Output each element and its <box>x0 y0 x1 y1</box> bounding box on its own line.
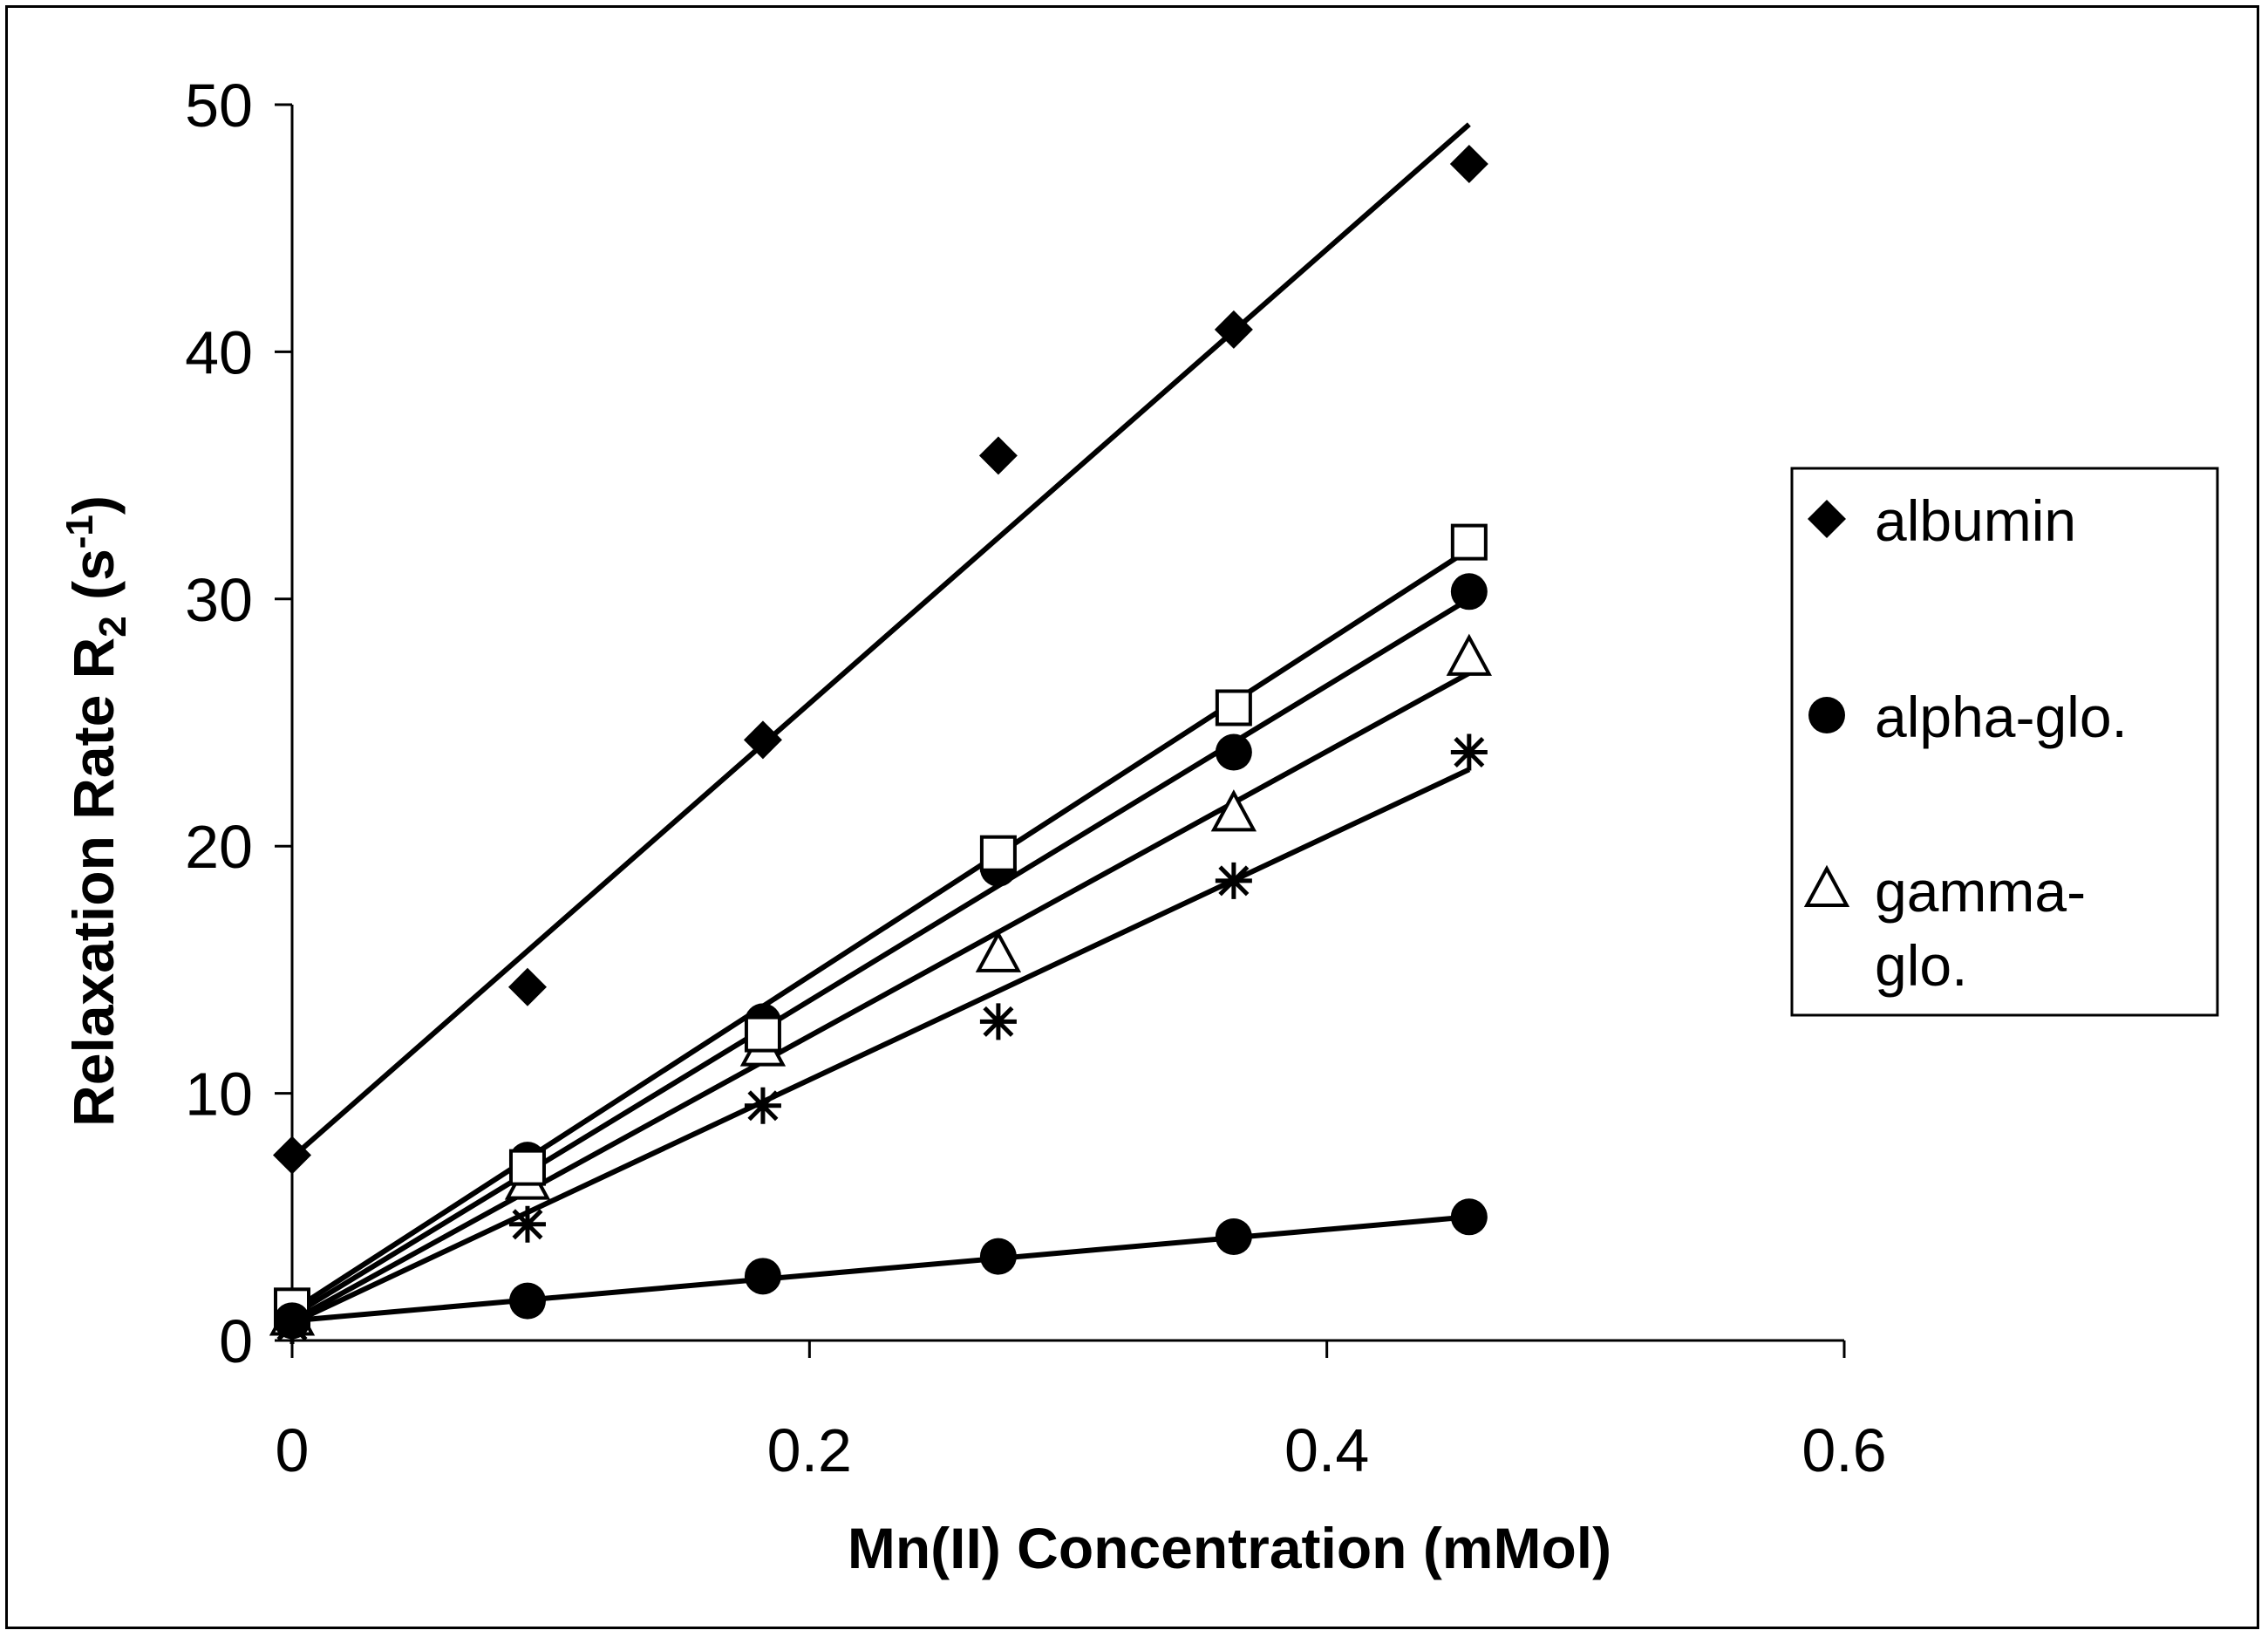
legend-label: alpha-glo. <box>1875 685 2128 749</box>
data-point-series-5 <box>1450 733 1488 771</box>
legend-marker <box>1808 500 1846 538</box>
x-axis-title: Mn(II) Concentration (mMol) <box>848 1516 1611 1580</box>
data-point-albumin <box>1449 145 1488 184</box>
data-point-albumin <box>978 436 1018 475</box>
data-point-albumin <box>743 720 782 760</box>
legend-marker <box>1803 864 1850 907</box>
y-axis-title-close: ) <box>61 495 126 515</box>
y-axis-title-subscript: 2 <box>92 616 134 637</box>
data-point-alpha-glo <box>1215 733 1252 771</box>
data-point-series-5 <box>979 1003 1017 1040</box>
data-point-alpha-glo <box>1450 573 1488 610</box>
data-point-series-5 <box>508 1205 546 1243</box>
legend-label: glo. <box>1875 933 1967 998</box>
axes: 0 10 20 30 40 50 0 0.2 0.4 0.6 <box>185 72 1887 1484</box>
legend-label: albumin <box>1875 488 2076 553</box>
data-point-series-4 <box>1450 523 1488 561</box>
data-point-gamma-glo <box>975 930 1022 972</box>
data-point-series-6 <box>1215 1218 1252 1255</box>
data-point-series-6 <box>744 1258 781 1295</box>
legend: albumin alpha-glo. gamma-glo. <box>1790 467 2219 1017</box>
y-axis-title-open: (s <box>61 549 126 616</box>
y-tick-label: 20 <box>185 813 253 881</box>
y-tick-label: 0 <box>219 1307 253 1375</box>
trendline-series-4 <box>290 547 1471 1313</box>
data-point-series-4 <box>744 1015 781 1053</box>
y-axis-title: Relaxation Rate R2 (s-1) <box>58 495 134 1127</box>
data-point-gamma-glo <box>1446 633 1492 676</box>
trendline-gamma-glo <box>290 671 1471 1323</box>
trendlines <box>290 122 1471 1326</box>
x-tick-label: 0.4 <box>1284 1416 1369 1484</box>
data-point-series-4 <box>1215 689 1252 726</box>
data-point-series-5 <box>744 1087 781 1124</box>
data-point-albumin <box>507 967 547 1006</box>
data-point-gamma-glo <box>1210 789 1257 832</box>
trendline-albumin <box>290 122 1471 1160</box>
trendline-series-6 <box>291 1214 1470 1324</box>
y-tick-label: 40 <box>185 318 253 386</box>
data-point-series-5 <box>1215 862 1252 899</box>
data-point-series-6 <box>1450 1198 1488 1236</box>
y-tick-label: 50 <box>185 72 253 140</box>
data-point-series-6 <box>979 1238 1017 1275</box>
x-tick-label: 0 <box>276 1416 310 1484</box>
x-tick-label: 0.6 <box>1801 1416 1886 1484</box>
data-point-series-6 <box>274 1302 310 1340</box>
legend-box <box>1790 467 2219 1017</box>
data-point-series-4 <box>979 835 1017 872</box>
y-tick-label: 10 <box>185 1061 253 1129</box>
y-axis-title-main: Relaxation Rate R <box>61 638 126 1127</box>
y-tick-label: 30 <box>185 566 253 634</box>
legend-label: gamma- <box>1875 859 2086 924</box>
x-tick-label: 0.2 <box>767 1416 852 1484</box>
data-point-albumin <box>1214 310 1253 349</box>
y-axis-title-superscript: -1 <box>58 515 101 549</box>
trendline-alpha-glo <box>290 597 1471 1319</box>
data-point-series-4 <box>508 1149 546 1186</box>
legend-marker <box>1808 697 1845 733</box>
trendline-series-5 <box>290 767 1471 1326</box>
markers <box>269 145 1492 1344</box>
data-point-albumin <box>273 1136 311 1175</box>
data-point-series-6 <box>508 1282 546 1320</box>
